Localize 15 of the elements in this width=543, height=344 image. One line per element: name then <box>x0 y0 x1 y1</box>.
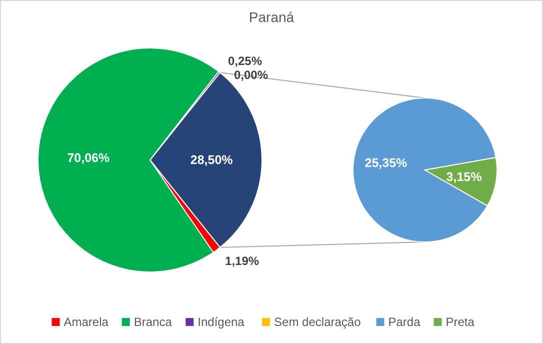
chart-title: Paraná <box>248 9 294 25</box>
legend-label: Parda <box>388 315 421 329</box>
pie-slice <box>352 98 496 242</box>
legend-label: Preta <box>446 315 475 329</box>
text: 0,00% <box>234 68 268 82</box>
data-label: 25,35% <box>364 156 408 170</box>
data-label: 0,25% <box>228 54 262 68</box>
legend-label: Indígena <box>198 315 245 329</box>
legend-label: Amarela <box>64 315 109 329</box>
data-label: 3,15% <box>446 170 482 184</box>
data-label: 1,19% <box>225 254 260 268</box>
data-label: 28,50% <box>190 153 233 167</box>
data-label: 70,06% <box>67 151 110 166</box>
legend-label: Sem declaração <box>274 315 362 329</box>
legend-label: Branca <box>134 315 172 329</box>
